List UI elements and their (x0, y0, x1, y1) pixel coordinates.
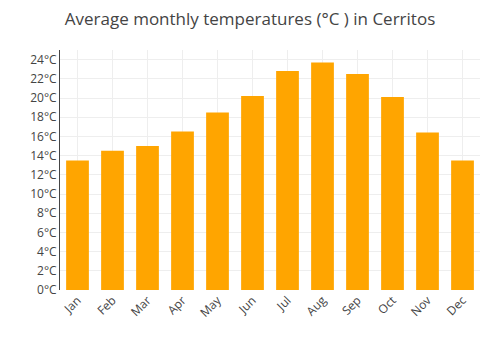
svg-text:2°C: 2°C (37, 262, 57, 279)
svg-text:18°C: 18°C (30, 108, 57, 125)
svg-text:16°C: 16°C (30, 128, 57, 145)
svg-text:Oct: Oct (374, 292, 400, 318)
svg-text:22°C: 22°C (30, 70, 57, 87)
svg-text:Jul: Jul (272, 292, 294, 314)
svg-text:May: May (196, 291, 225, 320)
svg-text:10°C: 10°C (30, 185, 57, 202)
svg-text:Apr: Apr (164, 292, 190, 318)
svg-text:Feb: Feb (93, 292, 119, 318)
svg-text:6°C: 6°C (37, 224, 57, 241)
svg-text:Jan: Jan (60, 292, 85, 317)
svg-text:Aug: Aug (302, 292, 330, 320)
svg-text:20°C: 20°C (30, 89, 57, 106)
svg-text:Dec: Dec (443, 292, 470, 319)
svg-text:Jun: Jun (234, 292, 259, 317)
svg-text:Average monthly temperatures (: Average monthly temperatures (°C ) in Ce… (65, 7, 435, 30)
svg-text:14°C: 14°C (30, 147, 57, 164)
svg-text:0°C: 0°C (37, 281, 57, 298)
svg-text:Mar: Mar (127, 292, 155, 320)
svg-text:12°C: 12°C (30, 166, 57, 183)
svg-text:4°C: 4°C (37, 243, 57, 260)
svg-text:8°C: 8°C (37, 204, 57, 221)
svg-text:Nov: Nov (407, 292, 435, 320)
svg-text:24°C: 24°C (30, 51, 57, 68)
svg-text:Sep: Sep (338, 292, 365, 319)
